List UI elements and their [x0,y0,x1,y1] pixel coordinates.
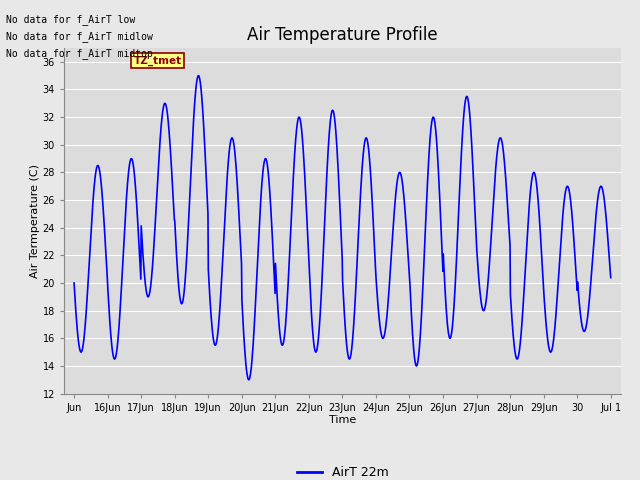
Text: No data for f_AirT midtop: No data for f_AirT midtop [6,48,153,59]
Title: Air Temperature Profile: Air Temperature Profile [247,25,438,44]
Text: No data for f_AirT low: No data for f_AirT low [6,14,136,25]
Text: No data for f_AirT midlow: No data for f_AirT midlow [6,31,153,42]
Legend: AirT 22m: AirT 22m [292,461,393,480]
X-axis label: Time: Time [329,415,356,425]
Text: TZ_tmet: TZ_tmet [134,56,182,66]
Y-axis label: Air Termperature (C): Air Termperature (C) [29,164,40,278]
